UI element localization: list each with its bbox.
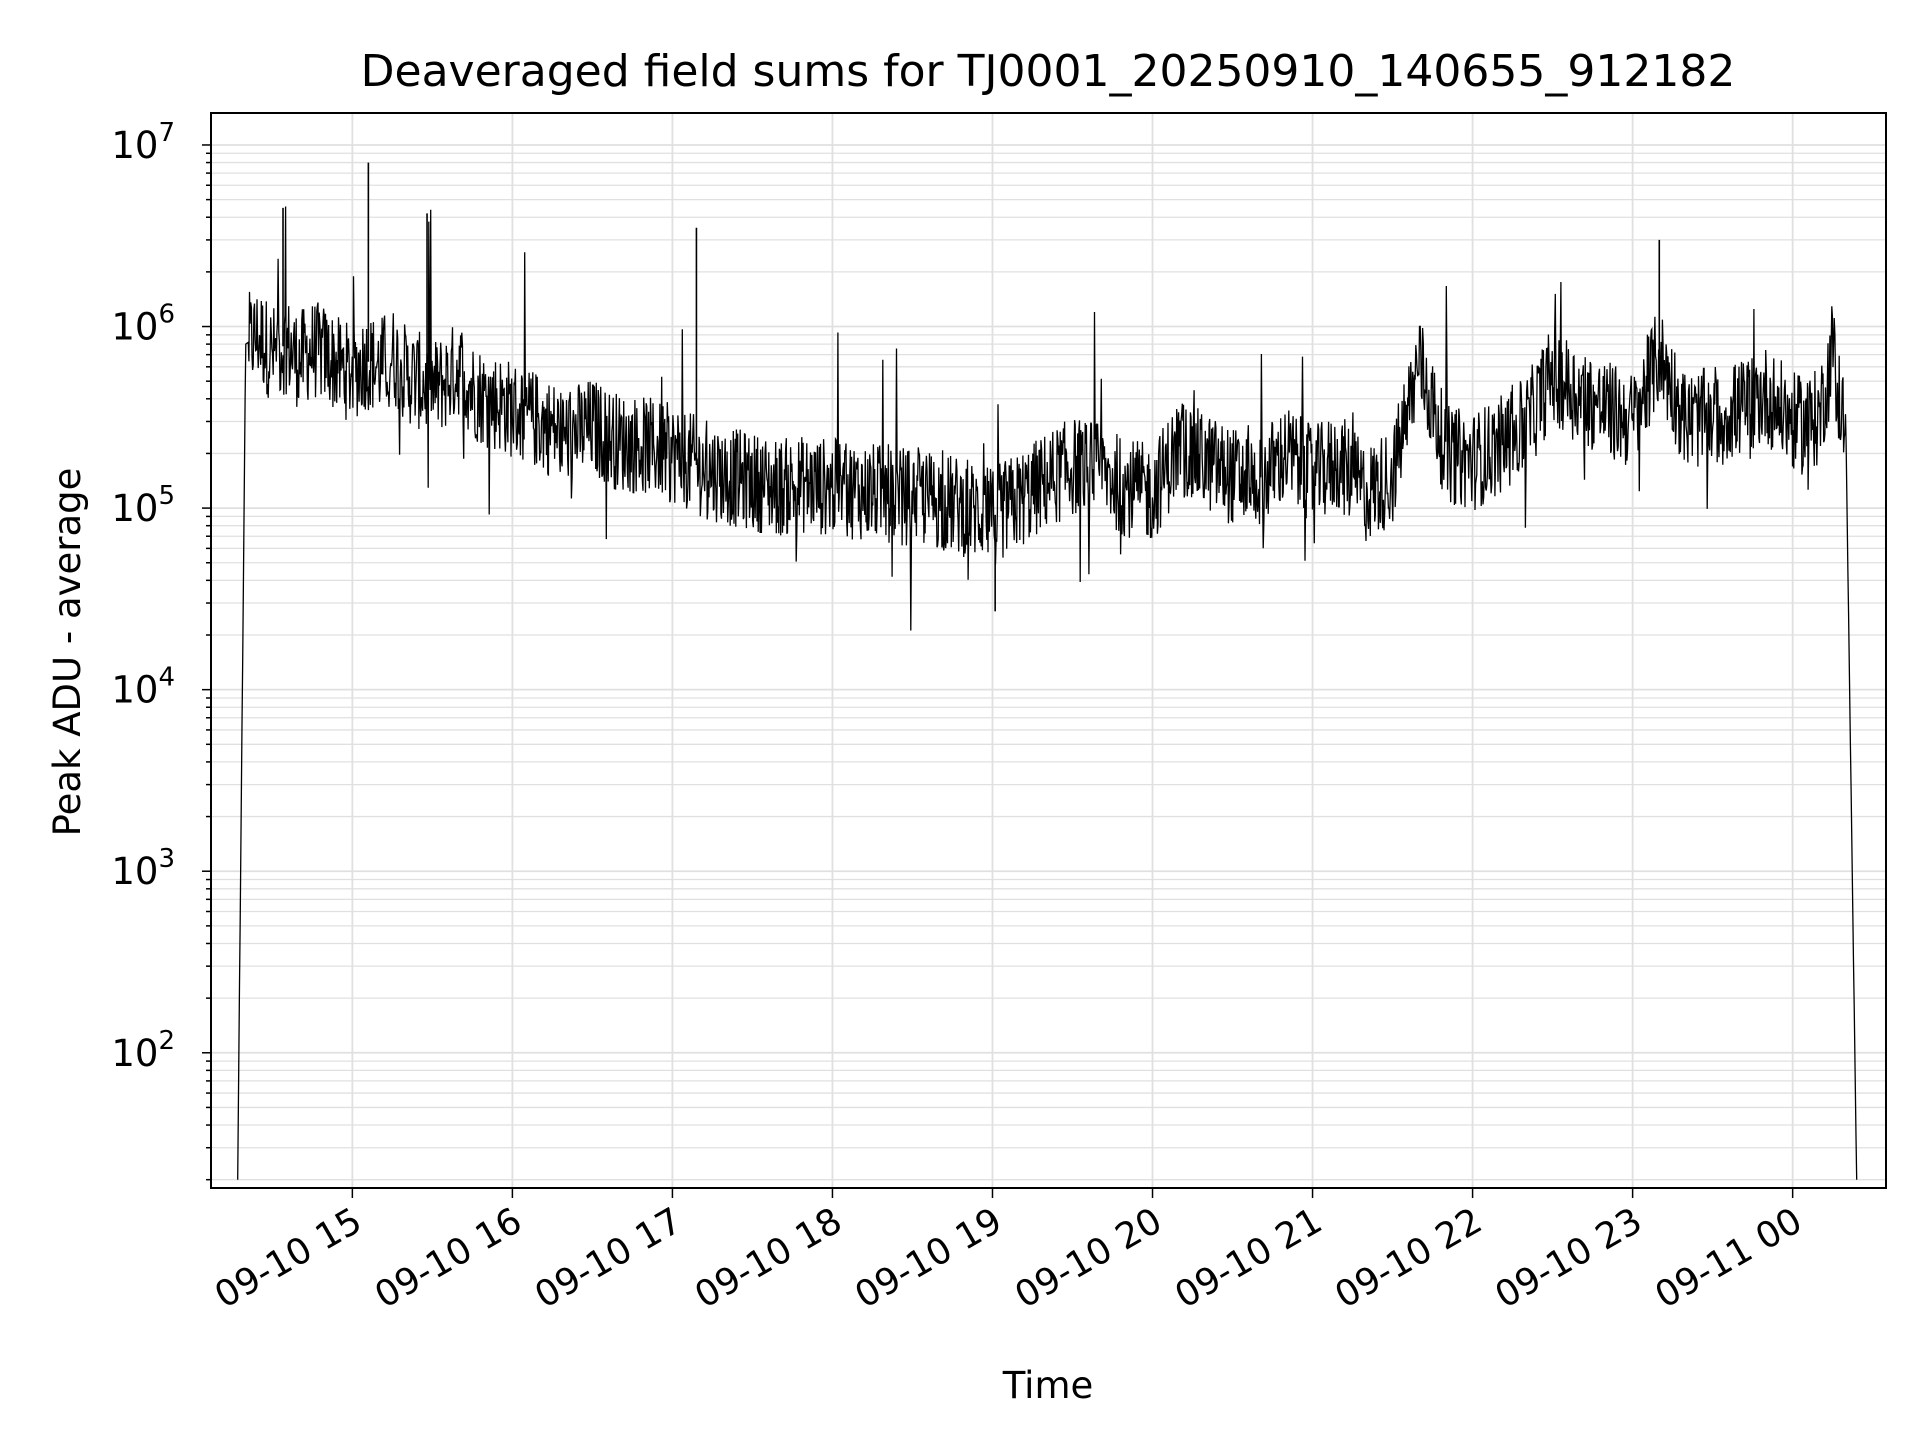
x-axis-label: Time bbox=[1002, 1364, 1094, 1407]
plot-area-frame bbox=[210, 112, 1887, 1189]
y-tick-label: 102 bbox=[111, 1026, 175, 1075]
y-tick-label: 105 bbox=[111, 481, 175, 530]
y-tick-label: 107 bbox=[111, 118, 175, 167]
y-tick-label: 104 bbox=[111, 663, 175, 712]
y-tick-base: 10 bbox=[111, 306, 158, 349]
y-tick-exponent: 2 bbox=[158, 1026, 175, 1056]
y-tick-base: 10 bbox=[111, 487, 158, 530]
chart-title: Deaveraged field sums for TJ0001_2025091… bbox=[361, 46, 1736, 97]
y-tick-exponent: 4 bbox=[158, 663, 175, 693]
y-tick-base: 10 bbox=[111, 850, 158, 893]
y-tick-exponent: 5 bbox=[158, 481, 175, 511]
data-series bbox=[237, 162, 1858, 1180]
series-line bbox=[237, 206, 1858, 1180]
y-tick-base: 10 bbox=[111, 124, 158, 167]
y-tick-label: 106 bbox=[111, 300, 175, 349]
y-tick-base: 10 bbox=[111, 669, 158, 712]
y-tick-exponent: 7 bbox=[158, 118, 175, 148]
y-tick-base: 10 bbox=[111, 1032, 158, 1075]
y-tick-exponent: 3 bbox=[158, 844, 175, 874]
grid-lines bbox=[211, 113, 1886, 1188]
y-tick-label: 103 bbox=[111, 844, 175, 893]
y-axis-label: Peak ADU - average bbox=[46, 468, 89, 837]
y-tick-exponent: 6 bbox=[158, 300, 175, 330]
